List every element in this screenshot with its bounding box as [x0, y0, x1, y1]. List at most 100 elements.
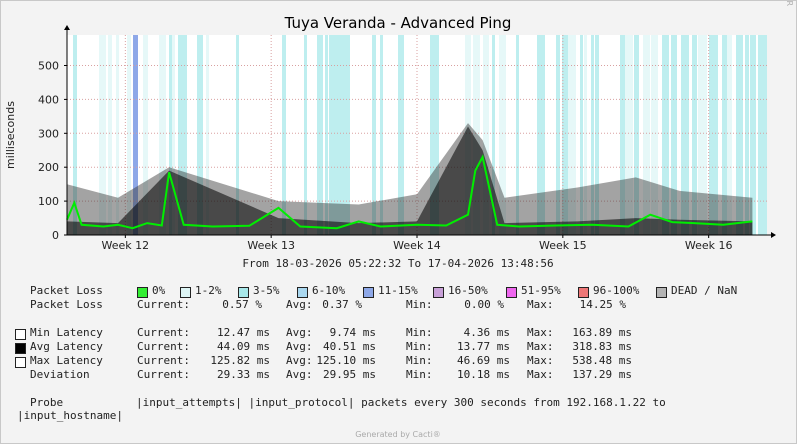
x-tick-label: Week 12: [102, 239, 150, 252]
packet-loss-swatch: [656, 287, 667, 298]
pl-avg-label: Avg:: [286, 298, 313, 311]
latency-swatch: [15, 357, 26, 368]
packet-loss-band: [651, 35, 658, 235]
pl-min-value: 0.00 %: [464, 298, 504, 311]
stat-max-value: 318.83 ms: [572, 340, 632, 353]
packet-loss-band: [127, 35, 131, 235]
x-tick-label: Week 13: [247, 239, 295, 252]
packet-loss-legend-text: 11-15%: [378, 284, 418, 297]
packet-loss-band: [681, 35, 689, 235]
packet-loss-band: [625, 35, 633, 235]
latency-label: Max Latency: [30, 354, 103, 367]
packet-loss-band: [99, 35, 106, 235]
packet-loss-band: [698, 35, 707, 235]
stat-min-label: Min:: [406, 340, 433, 353]
latency-label: Avg Latency: [30, 340, 103, 353]
packet-loss-band: [206, 35, 209, 235]
packet-loss-legend-label: Packet Loss: [30, 284, 103, 297]
stat-min-value: 13.77 ms: [457, 340, 510, 353]
stat-current-label: Current:: [137, 354, 190, 367]
packet-loss-band: [595, 35, 599, 235]
stat-max-label: Max:: [527, 354, 554, 367]
packet-loss-band: [727, 35, 732, 235]
x-tick-label: Week 16: [685, 239, 733, 252]
packet-loss-band: [108, 35, 112, 235]
stat-avg-label: Avg:: [286, 354, 313, 367]
series-line-min-latency: [66, 154, 753, 230]
stat-max-value: 137.29 ms: [572, 368, 632, 381]
packet-loss-band: [304, 35, 307, 235]
packet-loss-band: [380, 35, 383, 235]
pl-max-label: Max:: [527, 298, 554, 311]
packet-loss-band: [750, 35, 756, 235]
stat-current-label: Current:: [137, 326, 190, 339]
series-area-avg-latency: [67, 126, 753, 235]
packet-loss-legend-text: 1-2%: [195, 284, 222, 297]
stat-min-value: 46.69 ms: [457, 354, 510, 367]
stat-max-label: Max:: [527, 340, 554, 353]
x-axis-arrow: [771, 232, 776, 238]
packet-loss-legend-text: 0%: [152, 284, 166, 297]
packet-loss-band: [116, 35, 119, 235]
stat-avg-value: 40.51 ms: [323, 340, 376, 353]
packet-loss-band: [499, 35, 506, 235]
latency-swatch: [15, 343, 26, 354]
packet-loss-band: [709, 35, 718, 235]
stat-min-label: Min:: [406, 368, 433, 381]
packet-loss-band: [643, 35, 650, 235]
packet-loss-band-high: [133, 35, 138, 235]
packet-loss-legend-text: 96-100%: [593, 284, 640, 297]
chart-title: Tuya Veranda - Advanced Ping: [284, 14, 512, 32]
packet-loss-swatch: [137, 287, 148, 298]
y-tick-label: 100: [38, 195, 59, 208]
packet-loss-band: [722, 35, 727, 235]
packet-loss-band: [473, 35, 480, 235]
packet-loss-legend-text: 51-95%: [521, 284, 561, 297]
y-axis-label: milliseconds: [4, 101, 17, 169]
stat-min-label: Min:: [406, 326, 433, 339]
packet-loss-band: [236, 35, 239, 235]
stat-avg-label: Avg:: [286, 340, 313, 353]
latency-label: Deviation: [30, 368, 90, 381]
pl-min-label: Min:: [406, 298, 433, 311]
stat-current-value: 29.33 ms: [217, 368, 270, 381]
packet-loss-legend-text: 16-50%: [448, 284, 488, 297]
packet-loss-band: [591, 35, 594, 235]
packet-loss-band: [492, 35, 495, 235]
packet-loss-band: [73, 35, 77, 235]
packet-loss-band: [398, 35, 404, 235]
stat-avg-value: 125.10 ms: [316, 354, 376, 367]
y-axis-arrow: [64, 25, 70, 30]
packet-loss-band: [372, 35, 376, 235]
packet-loss-band: [317, 35, 323, 235]
packet-loss-band: [537, 35, 545, 235]
packet-loss-band: [172, 35, 175, 235]
latency-swatch: [15, 329, 26, 340]
stat-avg-label: Avg:: [286, 368, 313, 381]
packet-loss-band: [159, 35, 166, 235]
packet-loss-band: [584, 35, 587, 235]
stat-current-label: Current:: [137, 340, 190, 353]
packet-loss-band: [169, 35, 172, 235]
packet-loss-band: [282, 35, 286, 235]
packet-loss-band: [329, 35, 337, 235]
x-tick-label: Week 15: [539, 239, 587, 252]
stat-current-label: Current:: [137, 368, 190, 381]
y-tick-label: 400: [38, 93, 59, 106]
packet-loss-band: [483, 35, 489, 235]
packet-loss-band: [758, 35, 765, 235]
packet-loss-band: [736, 35, 743, 235]
y-tick-label: 300: [38, 127, 59, 140]
y-tick-label: 500: [38, 60, 59, 73]
stat-avg-value: 29.95 ms: [323, 368, 376, 381]
y-tick-label: 200: [38, 161, 59, 174]
stat-max-label: Max:: [527, 326, 554, 339]
stat-min-label: Min:: [406, 354, 433, 367]
packet-loss-swatch: [506, 287, 517, 298]
packet-loss-legend-text: DEAD / NaN: [671, 284, 738, 297]
packet-loss-swatch: [297, 287, 308, 298]
packet-loss-band: [580, 35, 583, 235]
packet-loss-band: [562, 35, 568, 235]
packet-loss-band: [671, 35, 677, 235]
y-tick-label: 0: [52, 229, 59, 242]
